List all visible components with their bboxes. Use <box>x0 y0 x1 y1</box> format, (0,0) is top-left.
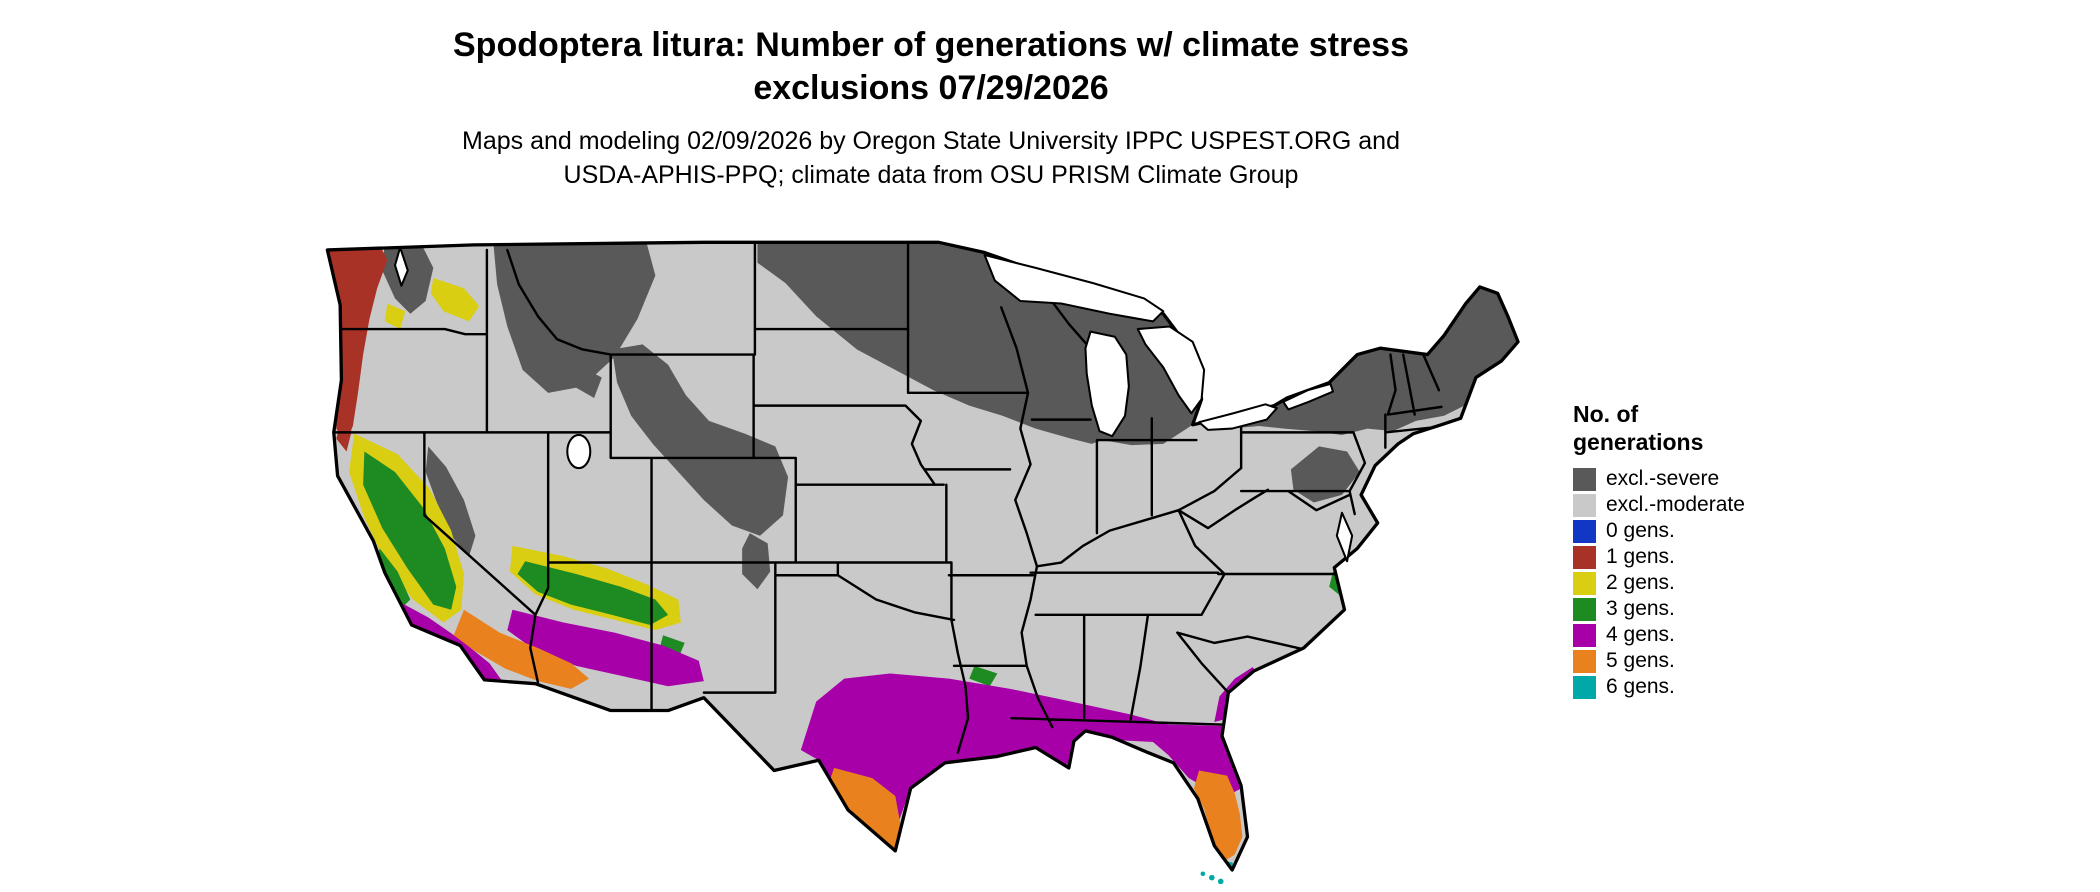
key-dot-2 <box>1208 874 1215 881</box>
legend-swatch-4-gens <box>1573 623 1596 647</box>
legend-title-line-2: generations <box>1573 429 1704 455</box>
state-borders <box>332 242 1443 754</box>
region-severe-nevada-ranges <box>576 367 602 398</box>
regions-1-gen <box>327 244 388 452</box>
legend-row: 3 gens. <box>1573 596 1745 622</box>
legend-row: 1 gens. <box>1573 544 1745 570</box>
legend-swatch-5-gens <box>1573 649 1596 673</box>
legend-label: 5 gens. <box>1606 649 1675 672</box>
legend-label: 1 gens. <box>1606 545 1675 568</box>
us-generations-map <box>321 227 1527 884</box>
lake-superior <box>983 254 1165 323</box>
legend-label: excl.-moderate <box>1606 493 1745 516</box>
legend-label: 2 gens. <box>1606 571 1675 594</box>
region-4gen-southern-az-nm <box>507 609 704 687</box>
legend-swatch-excl-moderate <box>1573 493 1596 517</box>
florida-keys <box>1200 871 1224 884</box>
legend-swatch-0-gens <box>1573 519 1596 543</box>
region-severe-appalachians <box>1290 446 1360 503</box>
title-line-2: exclusions 07/29/2026 <box>753 69 1109 107</box>
legend-label: 6 gens. <box>1606 675 1675 698</box>
region-5gen-south-texas <box>828 767 901 851</box>
page-title: Spodoptera litura: Number of generations… <box>231 24 1631 110</box>
legend-row: excl.-moderate <box>1573 492 1745 518</box>
puget-sound <box>393 246 409 287</box>
legend-swatch-2-gens <box>1573 571 1596 595</box>
lake-michigan <box>1084 330 1130 438</box>
title-block: Spodoptera litura: Number of generations… <box>231 24 1631 192</box>
region-3gen-central-valley <box>363 451 457 610</box>
legend-label: 0 gens. <box>1606 519 1675 542</box>
subtitle-line-2: USDA-APHIS-PPQ; climate data from OSU PR… <box>563 161 1299 189</box>
legend-row: 5 gens. <box>1573 648 1745 674</box>
legend-title: No. of generations <box>1573 400 1745 456</box>
region-severe-sierra-nevada <box>425 446 476 557</box>
region-5gen-central-south-florida <box>1193 770 1243 863</box>
region-severe-cascades <box>382 242 434 314</box>
lake-erie <box>1197 403 1278 431</box>
region-3gen-central-arizona <box>517 561 669 626</box>
region-2gen-columbia-basin <box>430 278 480 322</box>
legend-label: excl.-severe <box>1606 467 1720 490</box>
legend-label: 3 gens. <box>1606 597 1675 620</box>
legend-row: 0 gens. <box>1573 518 1745 544</box>
legend-swatch-3-gens <box>1573 597 1596 621</box>
legend-row: 4 gens. <box>1573 622 1745 648</box>
region-2gen-oregon-patch <box>384 303 406 330</box>
legend-swatch-6-gens <box>1573 675 1596 699</box>
region-1gen-pnw-coast <box>327 244 388 444</box>
legend-swatch-1-gens <box>1573 545 1596 569</box>
region-3gen-texas-spots <box>969 665 998 687</box>
region-5gen-sw-arizona-desert <box>453 609 589 689</box>
region-severe-northeast <box>1210 288 1519 435</box>
us-map-svg <box>325 240 1520 884</box>
region-severe-wyoming-colorado-rockies <box>611 344 789 536</box>
water-bodies <box>393 246 1354 563</box>
lake-huron <box>1136 325 1206 415</box>
legend-row: 6 gens. <box>1573 674 1745 700</box>
page-subtitle: Maps and modeling 02/09/2026 by Oregon S… <box>231 124 1631 192</box>
subtitle-line-1: Maps and modeling 02/09/2026 by Oregon S… <box>462 127 1400 155</box>
region-3gen-central-coast <box>374 548 411 610</box>
region-severe-new-mexico-rockies <box>742 533 771 590</box>
legend-row: excl.-severe <box>1573 466 1745 492</box>
legend-title-line-1: No. of <box>1573 401 1639 427</box>
regions-5-gen <box>453 609 1243 863</box>
chesapeake-bay <box>1335 511 1354 563</box>
lake-ontario <box>1282 382 1335 411</box>
regions-3-gen <box>363 451 1349 687</box>
region-1gen-norcal-coast <box>336 418 352 452</box>
great-salt-lake <box>566 433 592 470</box>
legend-swatch-excl-severe <box>1573 467 1596 491</box>
legend-row: 2 gens. <box>1573 570 1745 596</box>
key-dot-3 <box>1217 878 1224 884</box>
legend-label: 4 gens. <box>1606 623 1675 646</box>
map-legend: No. of generations excl.-severe excl.-mo… <box>1573 400 1745 700</box>
key-dot-1 <box>1200 871 1206 877</box>
title-line-1: Spodoptera litura: Number of generations… <box>453 26 1409 64</box>
